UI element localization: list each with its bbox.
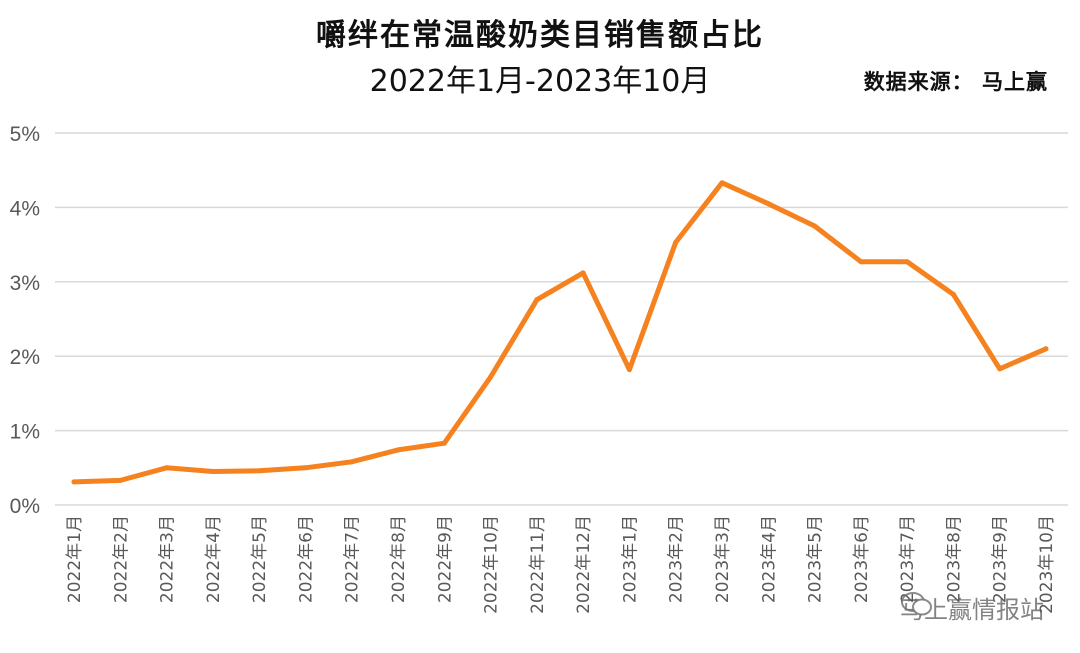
y-axis-tick-labels: 0% 1% 2% 3% 4% 5%: [10, 123, 40, 518]
x-tick-label: 2022年8月: [389, 515, 409, 603]
x-tick-label: 2023年5月: [806, 515, 826, 603]
x-tick-label: 2023年6月: [852, 515, 872, 603]
x-tick-label: 2023年3月: [713, 515, 733, 603]
data-point: [488, 374, 494, 380]
y-tick-label: 1%: [10, 421, 40, 444]
x-axis-tick-labels: 2022年1月 2022年2月 2022年3月 2022年4月 2022年5月 2022年…: [65, 515, 1057, 614]
data-source-label: 数据来源： 马上赢: [863, 69, 1048, 94]
x-tick-label: 2022年12月: [574, 515, 594, 614]
x-tick-label: 2022年10月: [482, 515, 502, 614]
data-point: [441, 440, 447, 446]
chart-subtitle: 2022年1月-2023年10月: [369, 64, 711, 99]
data-point: [164, 465, 170, 471]
grid-lines: [55, 132, 1068, 506]
data-point: [395, 447, 401, 453]
x-tick-label: 2023年7月: [898, 515, 918, 603]
data-point: [858, 259, 864, 265]
x-tick-label: 2022年3月: [158, 515, 178, 603]
data-point: [117, 477, 123, 483]
y-tick-label: 0%: [10, 495, 40, 518]
data-point: [950, 291, 956, 297]
x-tick-label: 2023年8月: [944, 515, 964, 603]
wechat-icon: [901, 592, 932, 616]
x-tick-label: 2022年7月: [343, 515, 363, 603]
x-tick-label: 2023年4月: [759, 515, 779, 603]
data-point: [302, 465, 308, 471]
data-point: [71, 479, 77, 485]
data-point: [673, 239, 679, 245]
y-tick-label: 2%: [10, 346, 40, 369]
data-point: [997, 366, 1003, 372]
data-point: [626, 367, 632, 373]
series-line: [71, 180, 1049, 485]
data-point: [210, 469, 216, 475]
watermark: 马上赢情报站: [900, 590, 1044, 625]
x-tick-label: 2023年1月: [620, 515, 640, 603]
x-tick-label: 2022年2月: [111, 515, 131, 603]
x-tick-label: 2023年9月: [991, 515, 1011, 603]
data-point: [904, 259, 910, 265]
x-tick-label: 2022年4月: [204, 515, 224, 603]
y-tick-label: 4%: [10, 197, 40, 220]
data-point: [765, 201, 771, 207]
y-tick-label: 5%: [10, 123, 40, 146]
x-tick-label: 2022年5月: [250, 515, 270, 603]
data-point: [349, 459, 355, 465]
data-point: [1043, 346, 1049, 352]
x-tick-label: 2022年6月: [296, 515, 316, 603]
data-point: [534, 297, 540, 303]
series-group: [71, 180, 1049, 485]
y-tick-label: 3%: [10, 272, 40, 295]
x-tick-label: 2022年11月: [528, 515, 548, 614]
x-tick-label: 2022年1月: [65, 515, 85, 603]
data-point: [580, 270, 586, 276]
chart-title: 嚼绊在常温酸奶类目销售额占比: [316, 18, 764, 53]
data-point: [812, 223, 818, 229]
data-point: [719, 180, 725, 186]
x-tick-label: 2023年10月: [1037, 515, 1057, 614]
x-tick-label: 2023年2月: [667, 515, 687, 603]
x-tick-label: 2022年9月: [435, 515, 455, 603]
data-point: [256, 468, 262, 474]
